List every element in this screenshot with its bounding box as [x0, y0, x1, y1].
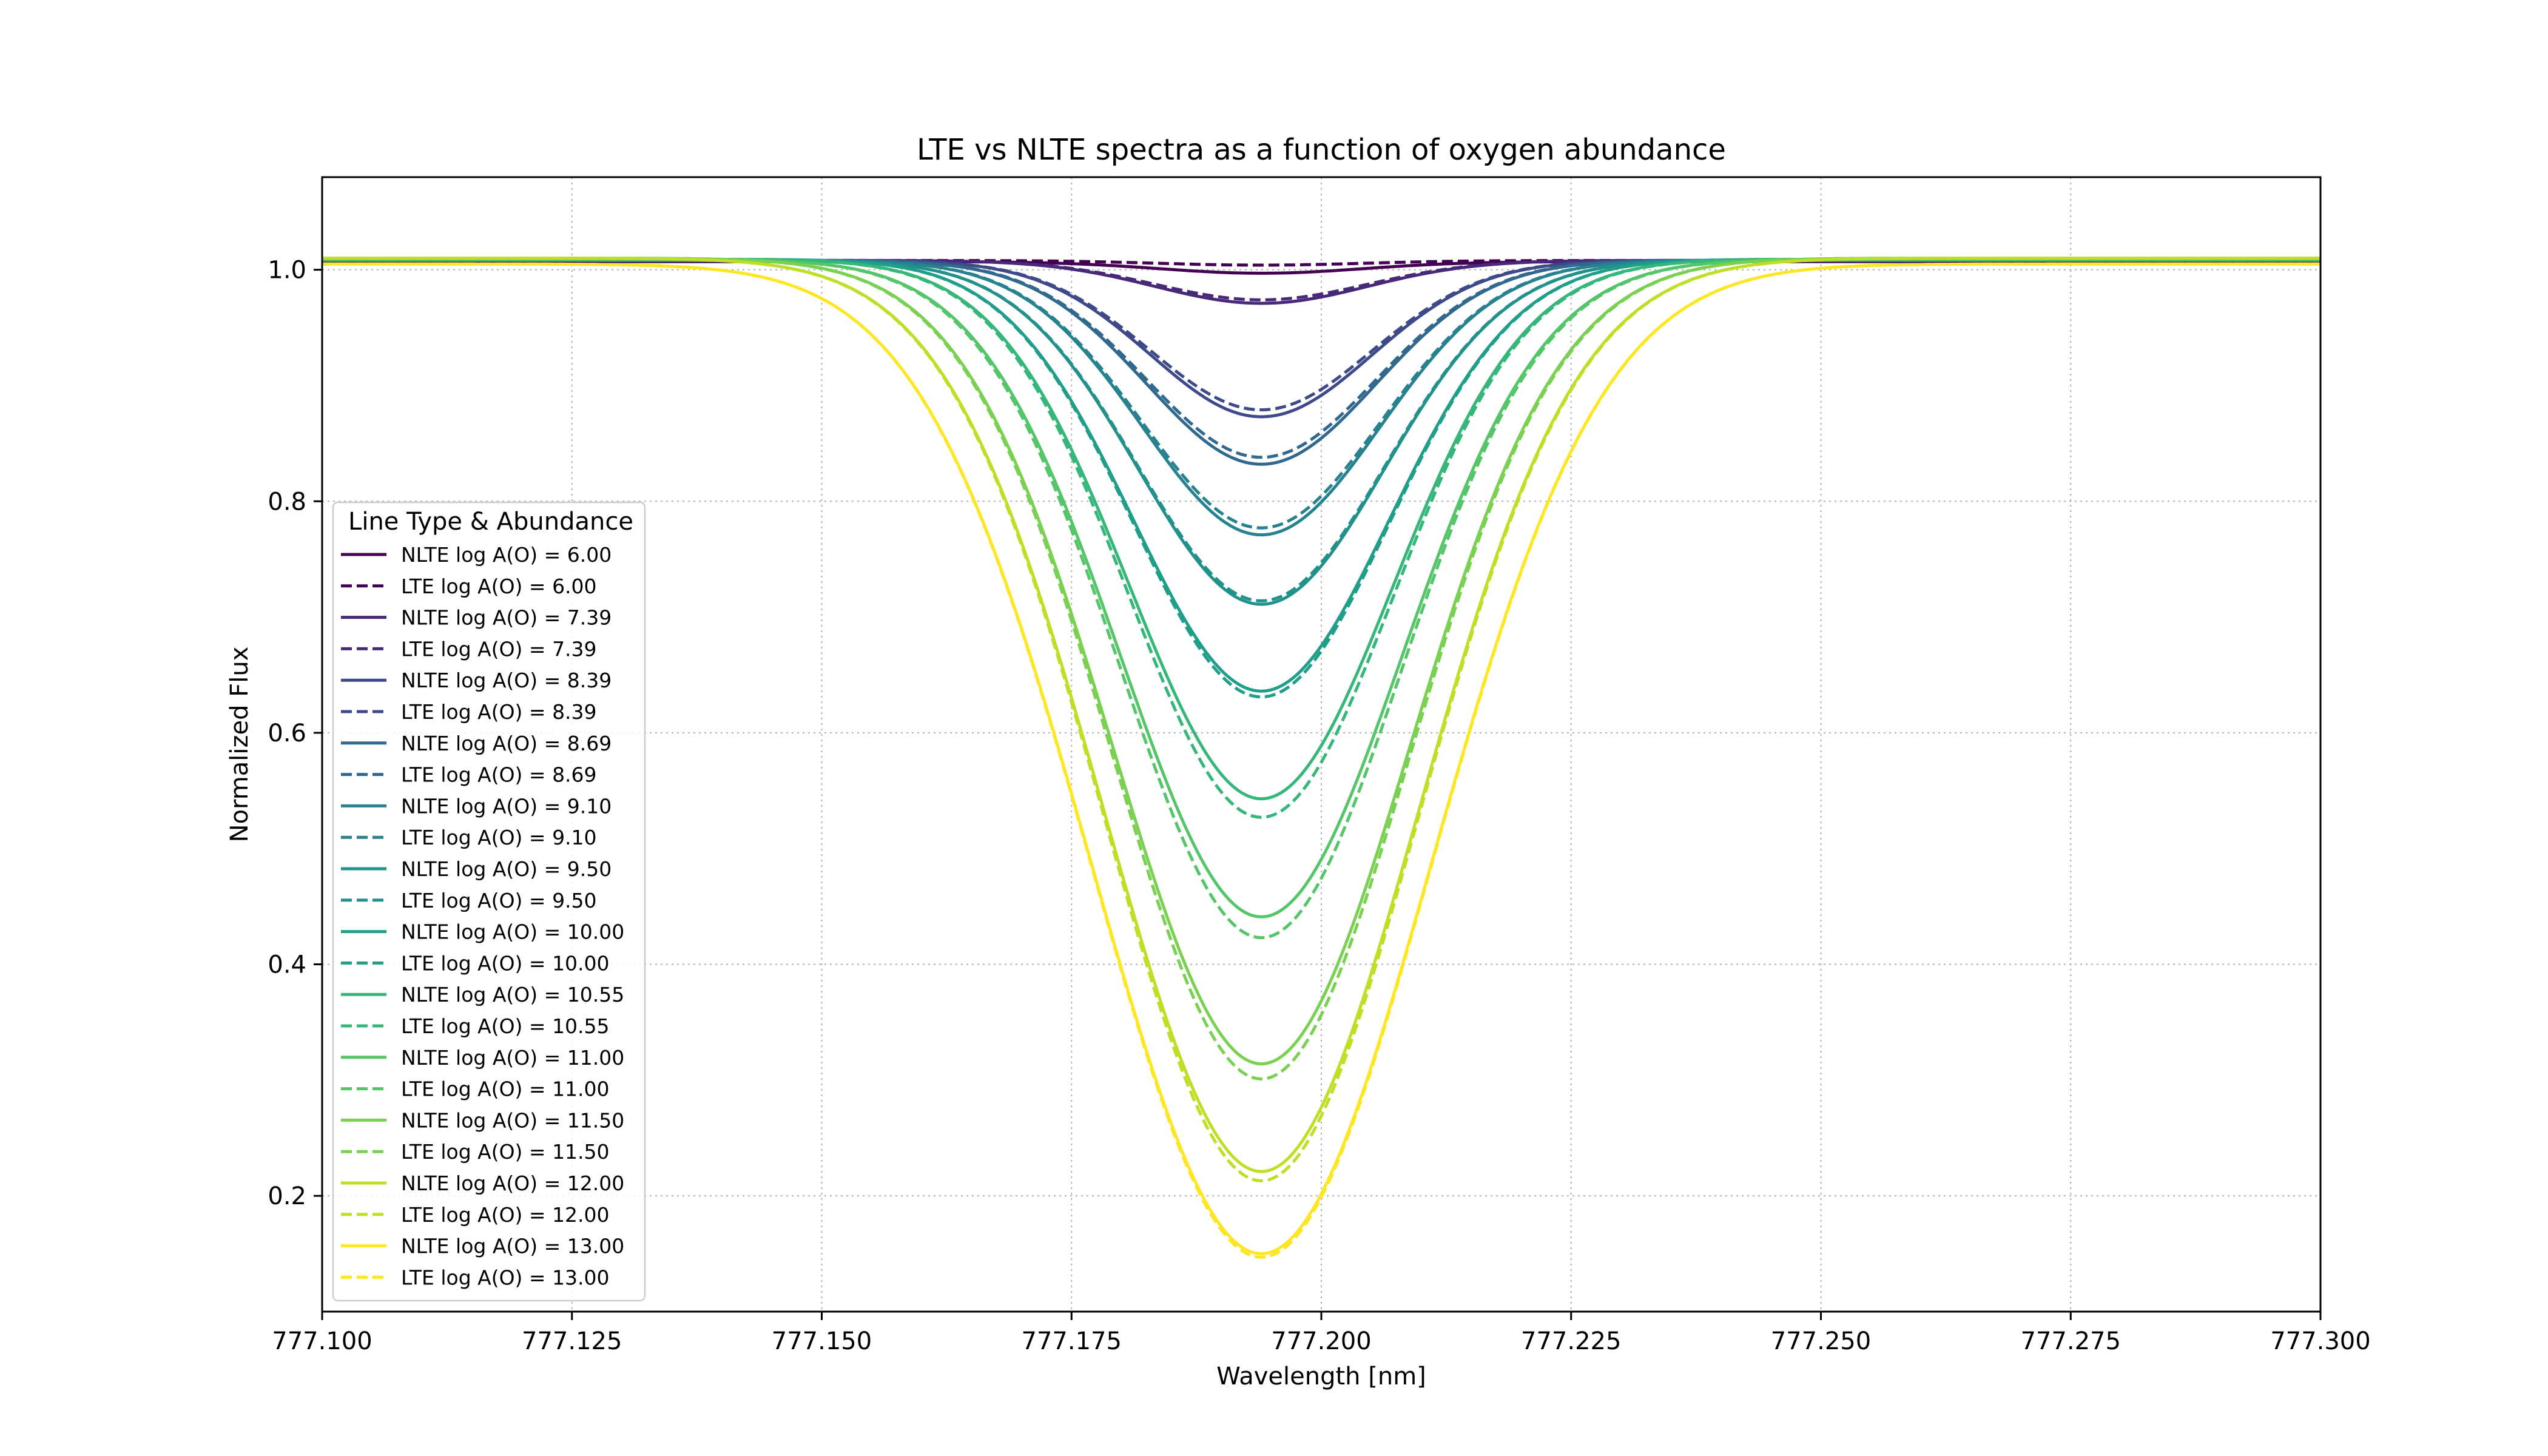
legend-entry-label: LTE log A(O) = 6.00	[401, 575, 597, 598]
legend-entry-label: NLTE log A(O) = 9.50	[401, 857, 612, 881]
legend-entry-label: NLTE log A(O) = 9.10	[401, 794, 612, 818]
legend-entry-label: NLTE log A(O) = 13.00	[401, 1235, 624, 1258]
legend-entry-label: LTE log A(O) = 9.10	[401, 826, 597, 849]
y-tick-label: 0.4	[268, 951, 306, 979]
x-tick-label: 777.100	[272, 1327, 372, 1355]
x-tick-label: 777.200	[1271, 1327, 1371, 1355]
legend-entry-label: LTE log A(O) = 11.00	[401, 1077, 610, 1101]
x-tick-label: 777.125	[522, 1327, 622, 1355]
legend-entry-label: LTE log A(O) = 8.69	[401, 763, 597, 787]
y-tick-label: 0.6	[268, 720, 306, 747]
legend: Line Type & Abundance NLTE log A(O) = 6.…	[332, 501, 646, 1302]
legend-entry-label: NLTE log A(O) = 11.50	[401, 1108, 624, 1132]
y-axis-ticks: 0.2 0.4 0.6 0.8 1.0	[268, 257, 322, 1210]
x-tick-label: 777.175	[1022, 1327, 1122, 1355]
series-line-lte-21	[322, 257, 2320, 1182]
x-tick-label: 777.275	[2021, 1327, 2121, 1355]
x-tick-label: 777.300	[2270, 1327, 2370, 1355]
y-tick-label: 1.0	[268, 257, 306, 285]
legend-entry-label: LTE log A(O) = 12.00	[401, 1203, 610, 1227]
legend-entry-label: NLTE log A(O) = 6.00	[401, 543, 612, 567]
legend-entries: NLTE log A(O) = 6.00 LTE log A(O) = 6.00 N…	[341, 543, 624, 1289]
x-tick-label: 777.225	[1521, 1327, 1621, 1355]
legend-entry-label: LTE log A(O) = 10.00	[401, 951, 610, 975]
legend-entry-label: NLTE log A(O) = 10.00	[401, 920, 624, 944]
x-tick-label: 777.250	[1771, 1327, 1871, 1355]
chart-title: LTE vs NLTE spectra as a function of oxy…	[917, 133, 1726, 167]
legend-entry-label: NLTE log A(O) = 8.69	[401, 732, 612, 755]
series-line-lte-23	[322, 262, 2320, 1259]
y-axis-label: Normalized Flux	[226, 647, 254, 843]
legend-entry-label: LTE log A(O) = 7.39	[401, 637, 597, 661]
x-axis-ticks: 777.100 777.125 777.150 777.175 777.200 777.2…	[272, 1312, 2371, 1355]
x-tick-label: 777.150	[772, 1327, 872, 1355]
x-axis-label: Wavelength [nm]	[1216, 1363, 1426, 1390]
legend-entry-label: LTE log A(O) = 11.50	[401, 1140, 610, 1164]
legend-box	[332, 501, 646, 1302]
y-tick-label: 0.8	[268, 488, 306, 516]
legend-entry-label: LTE log A(O) = 9.50	[401, 889, 597, 912]
y-tick-label: 0.2	[268, 1182, 306, 1210]
legend-entry-label: LTE log A(O) = 10.55	[401, 1014, 610, 1038]
legend-entry-label: NLTE log A(O) = 8.39	[401, 669, 612, 692]
series-lines	[322, 257, 2320, 1259]
legend-entry-label: NLTE log A(O) = 10.55	[401, 983, 624, 1006]
legend-entry-label: NLTE log A(O) = 11.00	[401, 1046, 624, 1070]
legend-title: Line Type & Abundance	[348, 508, 633, 536]
legend-entry-label: LTE log A(O) = 8.39	[401, 700, 597, 724]
legend-entry-label: NLTE log A(O) = 7.39	[401, 606, 612, 630]
legend-entry-label: LTE log A(O) = 13.00	[401, 1266, 610, 1289]
legend-entry-label: NLTE log A(O) = 12.00	[401, 1171, 624, 1195]
